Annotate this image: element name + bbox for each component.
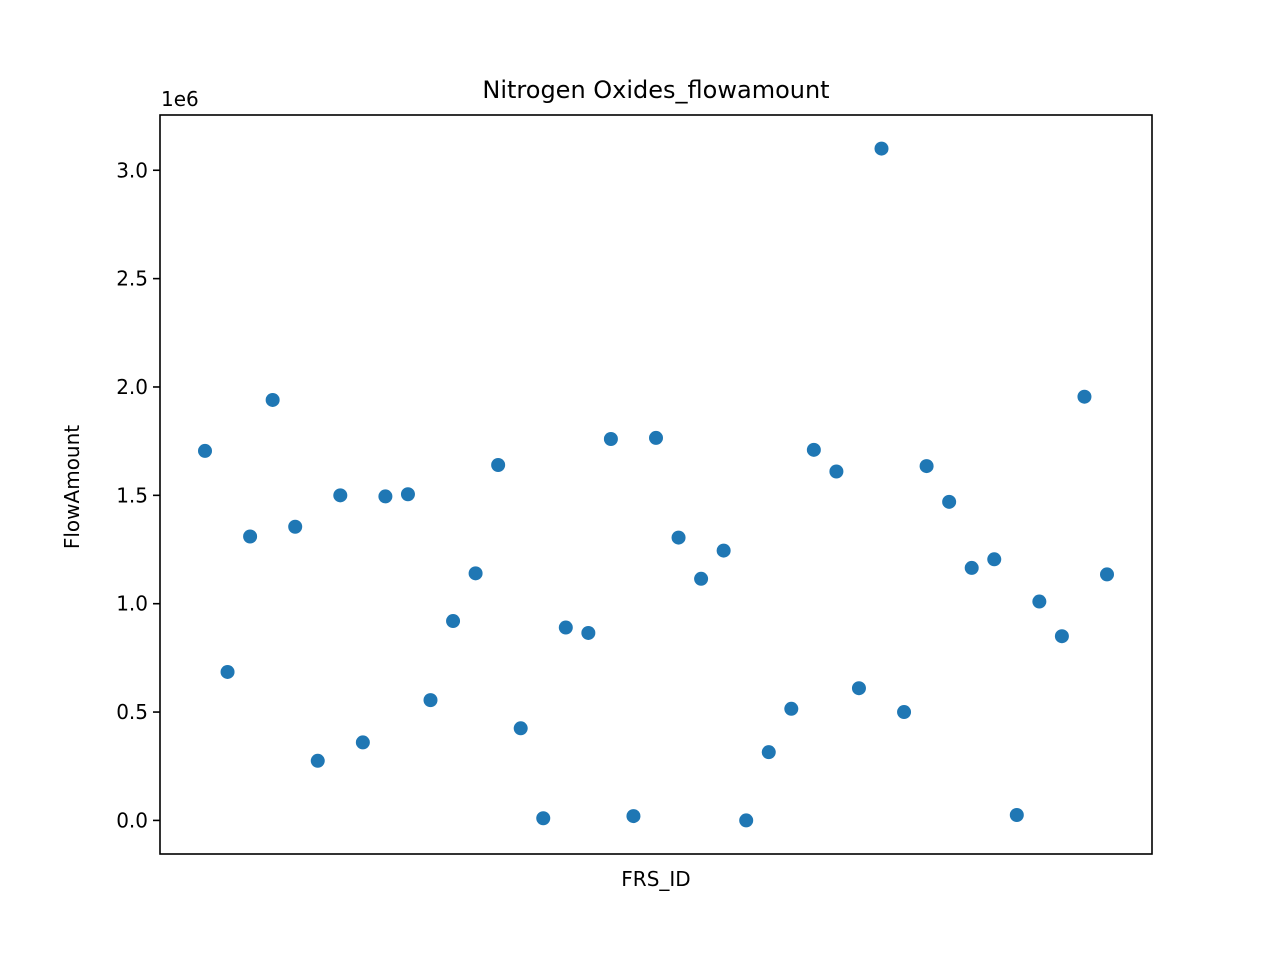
scatter-point (806, 442, 821, 457)
scatter-point (333, 488, 348, 503)
scatter-point (310, 753, 325, 768)
scatter-point (1054, 629, 1069, 644)
scatter-point (626, 809, 641, 824)
scatter-point (1077, 389, 1092, 404)
scatter-point (536, 811, 551, 826)
scatter-point (897, 705, 912, 720)
scatter-point (400, 487, 415, 502)
scatter-point (558, 620, 573, 635)
scatter-point (446, 614, 461, 629)
scatter-point (513, 721, 528, 736)
data-points (198, 141, 1114, 828)
scatter-point (468, 566, 483, 581)
scatter-point (378, 489, 393, 504)
scatter-point (716, 543, 731, 558)
y-tick-label: 1.5 (116, 483, 148, 507)
y-tick-label: 2.0 (116, 375, 148, 399)
scatter-point (265, 392, 280, 407)
scatter-point (649, 430, 663, 445)
y-axis-offset-label: 1e6 (161, 87, 199, 111)
scatter-point (874, 141, 889, 156)
y-axis: 0.0 0.5 1.0 1.5 2.0 2.5 3.0 (116, 158, 160, 832)
scatter-point (964, 560, 979, 575)
scatter-point (243, 529, 258, 544)
scatter-point (987, 552, 1002, 567)
scatter-point (739, 813, 754, 828)
y-tick-label: 1.0 (116, 592, 148, 616)
y-axis-label: FlowAmount (60, 425, 84, 549)
scatter-point (423, 693, 438, 708)
plot-frame (159, 114, 1153, 855)
scatter-point (1100, 567, 1114, 582)
y-tick-label: 0.0 (116, 808, 148, 832)
chart-title: Nitrogen Oxides_flowamount (482, 76, 829, 104)
scatter-point (671, 530, 686, 545)
x-axis-label: FRS_ID (621, 867, 690, 891)
scatter-point (942, 494, 957, 509)
scatter-point (355, 735, 370, 750)
scatter-point (581, 625, 596, 640)
scatter-point (603, 431, 618, 446)
scatter-point (288, 519, 303, 534)
y-tick-label: 0.5 (116, 700, 148, 724)
scatter-point (919, 459, 934, 474)
y-tick-label: 3.0 (116, 158, 148, 182)
y-tick-label: 2.5 (116, 267, 148, 291)
scatter-point (220, 664, 235, 679)
scatter-point (761, 745, 776, 760)
scatter-point (784, 701, 799, 716)
scatter-point (1032, 594, 1047, 609)
scatter-point (198, 443, 212, 458)
scatter-point (491, 457, 506, 472)
scatter-point (829, 464, 844, 479)
scatter-point (851, 681, 866, 696)
scatter-point (1009, 807, 1024, 822)
scatter-point (694, 571, 709, 586)
